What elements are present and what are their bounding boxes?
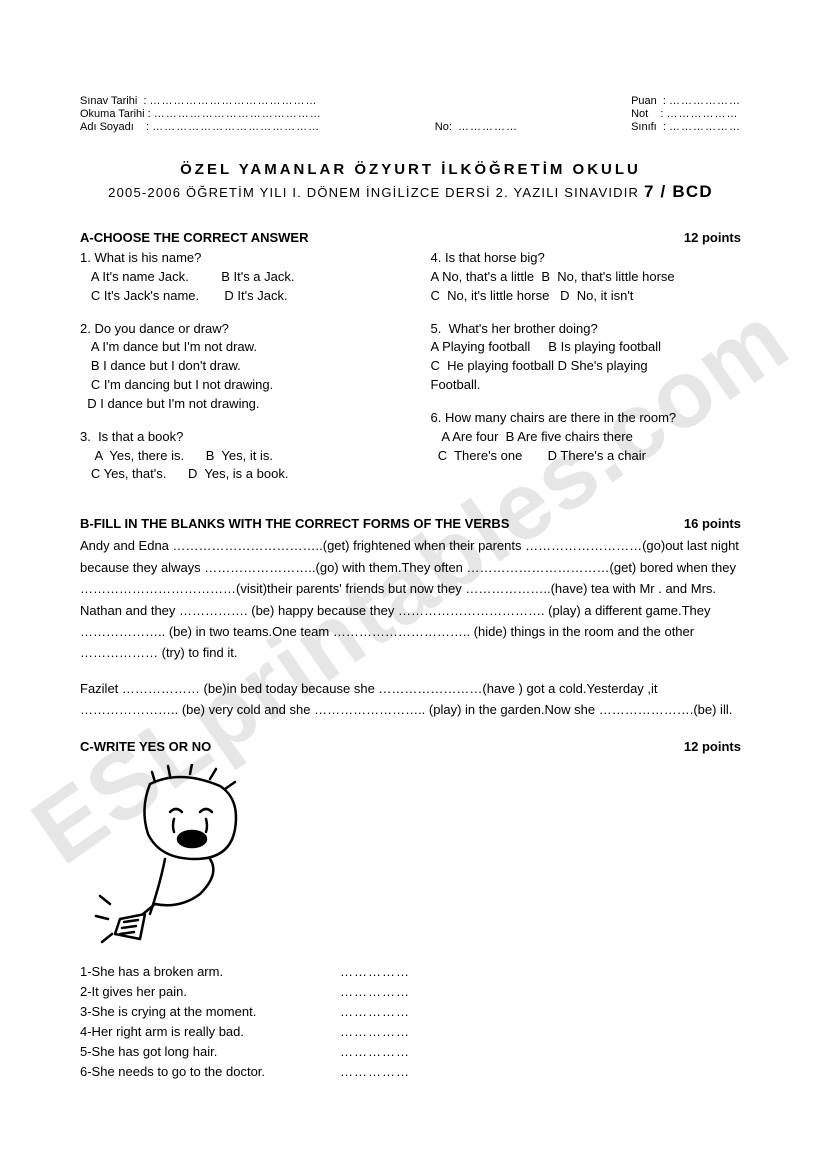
q-stem: 5. What's her brother doing? bbox=[431, 320, 742, 339]
dots: ……………… bbox=[669, 95, 741, 107]
section-b-points: 16 points bbox=[684, 516, 741, 531]
field-no-label: No: bbox=[435, 121, 455, 133]
question-5: 5. What's her brother doing? A Playing f… bbox=[431, 320, 742, 395]
injured-person-icon bbox=[80, 764, 280, 944]
spacer bbox=[80, 664, 741, 678]
question-6: 6. How many chairs are there in the room… bbox=[431, 409, 742, 466]
q-stem: 3. Is that a book? bbox=[80, 428, 391, 447]
field-okuma-tarihi: Okuma Tarihi : …………………………………… bbox=[80, 108, 322, 120]
yesno-item-1: 1-She has a broken arm. …………… bbox=[80, 962, 741, 982]
q-opt: C Yes, that's. D Yes, is a book. bbox=[80, 465, 391, 484]
q-opt: D I dance but I'm not drawing. bbox=[80, 395, 391, 414]
q-opt: C There's one D There's a chair bbox=[431, 447, 742, 466]
q-opt: C I'm dancing but I not drawing. bbox=[80, 376, 391, 395]
subtitle-text: 2005-2006 ÖĞRETİM YILI I. DÖNEM İNGİLİZC… bbox=[108, 185, 644, 200]
dots: …………… bbox=[458, 121, 518, 133]
field-sinav-tarihi: Sınav Tarihi : …………………………………… bbox=[80, 95, 322, 107]
question-1: 1. What is his name? A It's name Jack. B… bbox=[80, 249, 391, 306]
section-a-points: 12 points bbox=[684, 230, 741, 245]
answer-dots: …………… bbox=[340, 1022, 410, 1042]
field-sinifi: Sınıfı : ……………… bbox=[631, 121, 741, 133]
q-opt: C He playing football D She's playing bbox=[431, 357, 742, 376]
q-stem: 2. Do you dance or draw? bbox=[80, 320, 391, 339]
item-text: 1-She has a broken arm. bbox=[80, 962, 340, 982]
injured-arm-illustration bbox=[80, 764, 280, 944]
section-b-para1: Andy and Edna ……………………………..(get) frighte… bbox=[80, 535, 741, 664]
answer-dots: …………… bbox=[340, 1002, 410, 1022]
label: Puan : bbox=[631, 95, 669, 107]
section-c-title: C-WRITE YES OR NO bbox=[80, 739, 211, 754]
title-block: ÖZEL YAMANLAR ÖZYURT İLKÖĞRETİM OKULU 20… bbox=[80, 161, 741, 202]
section-b: B-FILL IN THE BLANKS WITH THE CORRECT FO… bbox=[80, 516, 741, 721]
question-4: 4. Is that horse big? A No, that's a lit… bbox=[431, 249, 742, 306]
header-left-col: Sınav Tarihi : …………………………………… Okuma Tari… bbox=[80, 95, 322, 133]
section-c: C-WRITE YES OR NO 12 points bbox=[80, 739, 741, 1083]
exam-subtitle: 2005-2006 ÖĞRETİM YILI I. DÖNEM İNGİLİZC… bbox=[80, 182, 741, 202]
section-a-right: 4. Is that horse big? A No, that's a lit… bbox=[431, 249, 742, 498]
dots: …………………………………… bbox=[152, 121, 320, 133]
q-opt: A I'm dance but I'm not draw. bbox=[80, 338, 391, 357]
section-a-left: 1. What is his name? A It's name Jack. B… bbox=[80, 249, 391, 498]
section-b-title: B-FILL IN THE BLANKS WITH THE CORRECT FO… bbox=[80, 516, 509, 531]
q-opt: A Playing football B Is playing football bbox=[431, 338, 742, 357]
answer-dots: …………… bbox=[340, 982, 410, 1002]
section-c-head: C-WRITE YES OR NO 12 points bbox=[80, 739, 741, 754]
label: Okuma Tarihi : bbox=[80, 108, 154, 120]
label: Adı Soyadı : bbox=[80, 121, 152, 133]
q-stem: 6. How many chairs are there in the room… bbox=[431, 409, 742, 428]
section-a-cols: 1. What is his name? A It's name Jack. B… bbox=[80, 249, 741, 498]
header-right-col: Puan : ……………… Not : ……………… Sınıfı : …………… bbox=[631, 95, 741, 133]
label: Sınav Tarihi : bbox=[80, 95, 150, 107]
dots: ……………… bbox=[669, 121, 741, 133]
q-stem: 1. What is his name? bbox=[80, 249, 391, 268]
q-opt: A Yes, there is. B Yes, it is. bbox=[80, 447, 391, 466]
yesno-item-5: 5-She has got long hair. …………… bbox=[80, 1042, 741, 1062]
section-a-head: A-CHOOSE THE CORRECT ANSWER 12 points bbox=[80, 230, 741, 245]
yesno-item-3: 3-She is crying at the moment. …………… bbox=[80, 1002, 741, 1022]
header-mid: No: …………… bbox=[435, 121, 518, 133]
answer-dots: …………… bbox=[340, 1042, 410, 1062]
item-text: 2-It gives her pain. bbox=[80, 982, 340, 1002]
answer-dots: …………… bbox=[340, 1062, 410, 1082]
q-opt: B I dance but I don't draw. bbox=[80, 357, 391, 376]
yesno-item-6: 6-She needs to go to the doctor. …………… bbox=[80, 1062, 741, 1082]
q-opt: A Are four B Are five chairs there bbox=[431, 428, 742, 447]
q-opt: C It's Jack's name. D It's Jack. bbox=[80, 287, 391, 306]
q-opt: A It's name Jack. B It's a Jack. bbox=[80, 268, 391, 287]
field-adi-soyadi: Adı Soyadı : …………………………………… bbox=[80, 121, 322, 133]
field-puan: Puan : ……………… bbox=[631, 95, 741, 107]
yesno-item-4: 4-Her right arm is really bad. …………… bbox=[80, 1022, 741, 1042]
item-text: 4-Her right arm is really bad. bbox=[80, 1022, 340, 1042]
class-code: 7 / BCD bbox=[644, 182, 713, 201]
item-text: 5-She has got long hair. bbox=[80, 1042, 340, 1062]
label: Not : bbox=[631, 108, 666, 120]
dots: ……………… bbox=[667, 108, 739, 120]
dots: …………………………………… bbox=[150, 95, 318, 107]
section-b-head: B-FILL IN THE BLANKS WITH THE CORRECT FO… bbox=[80, 516, 741, 531]
answer-dots: …………… bbox=[340, 962, 410, 982]
section-c-points: 12 points bbox=[684, 739, 741, 754]
question-2: 2. Do you dance or draw? A I'm dance but… bbox=[80, 320, 391, 414]
section-b-para2: Fazilet ……………… (be)in bed today because … bbox=[80, 678, 741, 721]
yesno-item-2: 2-It gives her pain. …………… bbox=[80, 982, 741, 1002]
item-text: 6-She needs to go to the doctor. bbox=[80, 1062, 340, 1082]
school-title: ÖZEL YAMANLAR ÖZYURT İLKÖĞRETİM OKULU bbox=[80, 161, 741, 178]
header-fields: Sınav Tarihi : …………………………………… Okuma Tari… bbox=[80, 95, 741, 133]
label: Sınıfı : bbox=[631, 121, 669, 133]
page-content: Sınav Tarihi : …………………………………… Okuma Tari… bbox=[80, 95, 741, 1083]
section-a: A-CHOOSE THE CORRECT ANSWER 12 points 1.… bbox=[80, 230, 741, 498]
field-not: Not : ……………… bbox=[631, 108, 741, 120]
q-opt: A No, that's a little B No, that's littl… bbox=[431, 268, 742, 287]
q-stem: 4. Is that horse big? bbox=[431, 249, 742, 268]
item-text: 3-She is crying at the moment. bbox=[80, 1002, 340, 1022]
q-opt: Football. bbox=[431, 376, 742, 395]
question-3: 3. Is that a book? A Yes, there is. B Ye… bbox=[80, 428, 391, 485]
section-c-list: 1-She has a broken arm. …………… 2-It gives… bbox=[80, 962, 741, 1083]
q-opt: C No, it's little horse D No, it isn't bbox=[431, 287, 742, 306]
dots: …………………………………… bbox=[154, 108, 322, 120]
section-a-title: A-CHOOSE THE CORRECT ANSWER bbox=[80, 230, 308, 245]
